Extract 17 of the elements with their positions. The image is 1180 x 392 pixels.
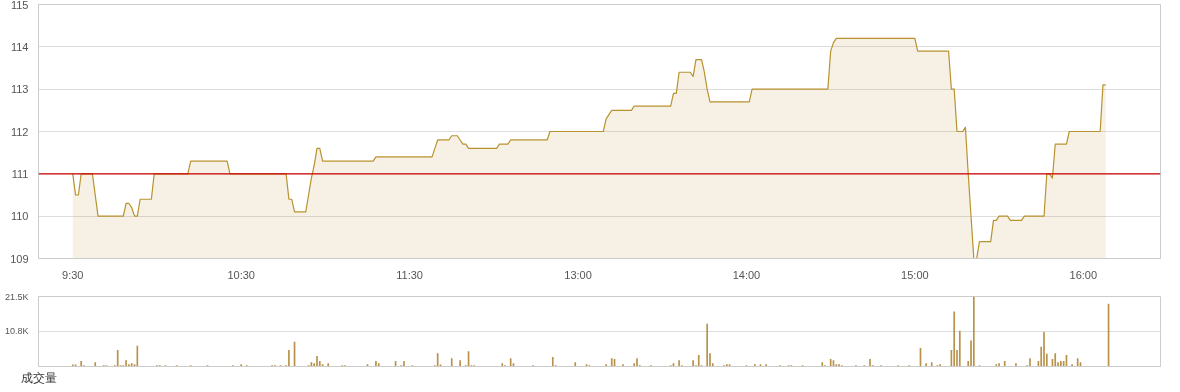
y-tick-label: 111 [11,167,29,180]
y-tick-label: 112 [10,125,29,138]
x-axis-title: 成交量 [20,370,57,385]
y-tick-label: 21.5K [4,291,29,302]
x-tick-label: 16:00 [1069,268,1098,281]
x-tick-label: 10:30 [227,268,255,281]
y-tick-label: 109 [10,252,29,265]
y-tick-label: 113 [10,83,29,96]
y-tick-label: 10.8K [4,326,29,337]
y-tick-label: 110 [10,210,29,223]
x-tick-label: 11:30 [396,268,423,281]
x-tick-label: 14:00 [732,268,761,281]
x-tick-label: 13:00 [564,268,592,281]
y-tick-label: 114 [10,40,29,53]
x-tick-label: 15:00 [901,268,929,281]
y-tick-label: 115 [10,0,29,11]
x-tick-label: 9:30 [62,268,84,281]
